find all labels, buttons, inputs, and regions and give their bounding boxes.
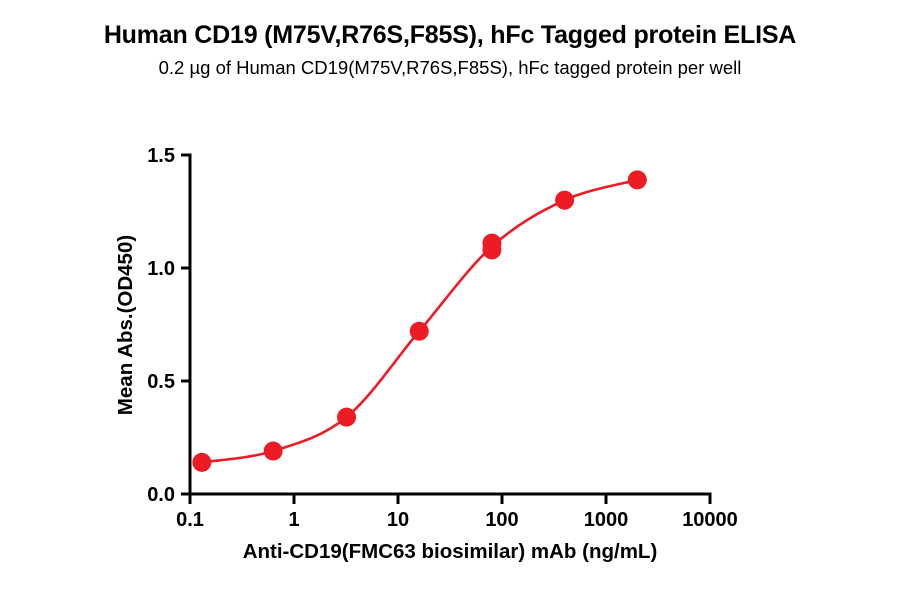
data-point-marker (263, 441, 283, 461)
title-block: Human CD19 (M75V,R76S,F85S), hFc Tagged … (0, 21, 900, 79)
x-tick-label: 100 (485, 509, 518, 531)
x-tick-label: 1000 (584, 509, 629, 531)
data-point-markers (192, 170, 647, 472)
x-axis-ticks: 0.1 1 10 100 1000 10000 (176, 494, 738, 531)
x-axis-title: Anti-CD19(FMC63 biosimilar) mAb (ng/mL) (243, 540, 658, 563)
data-point-marker (409, 321, 429, 341)
y-axis-ticks: 0.0 0.5 1.0 1.5 (147, 145, 190, 506)
x-tick-label: 1 (288, 509, 299, 531)
chart-subtitle: 0.2 µg of Human CD19(M75V,R76S,F85S), hF… (158, 56, 742, 78)
data-point-marker (337, 407, 357, 427)
x-tick-label: 10000 (682, 509, 738, 531)
y-axis-title: Mean Abs.(OD450) (114, 235, 137, 415)
data-point-marker (555, 190, 575, 210)
data-series-curve (200, 178, 639, 464)
data-point-marker (192, 452, 212, 472)
y-tick-label: 1.0 (147, 258, 175, 280)
y-tick-label: 0.0 (147, 484, 175, 506)
data-point-marker (482, 240, 502, 260)
x-tick-label: 10 (387, 509, 409, 531)
x-tick-label: 0.1 (176, 509, 204, 531)
chart-title: Human CD19 (M75V,R76S,F85S), hFc Tagged … (103, 21, 797, 49)
data-point-marker (627, 170, 647, 190)
y-tick-label: 1.5 (147, 145, 175, 167)
y-tick-label: 0.5 (147, 371, 175, 393)
